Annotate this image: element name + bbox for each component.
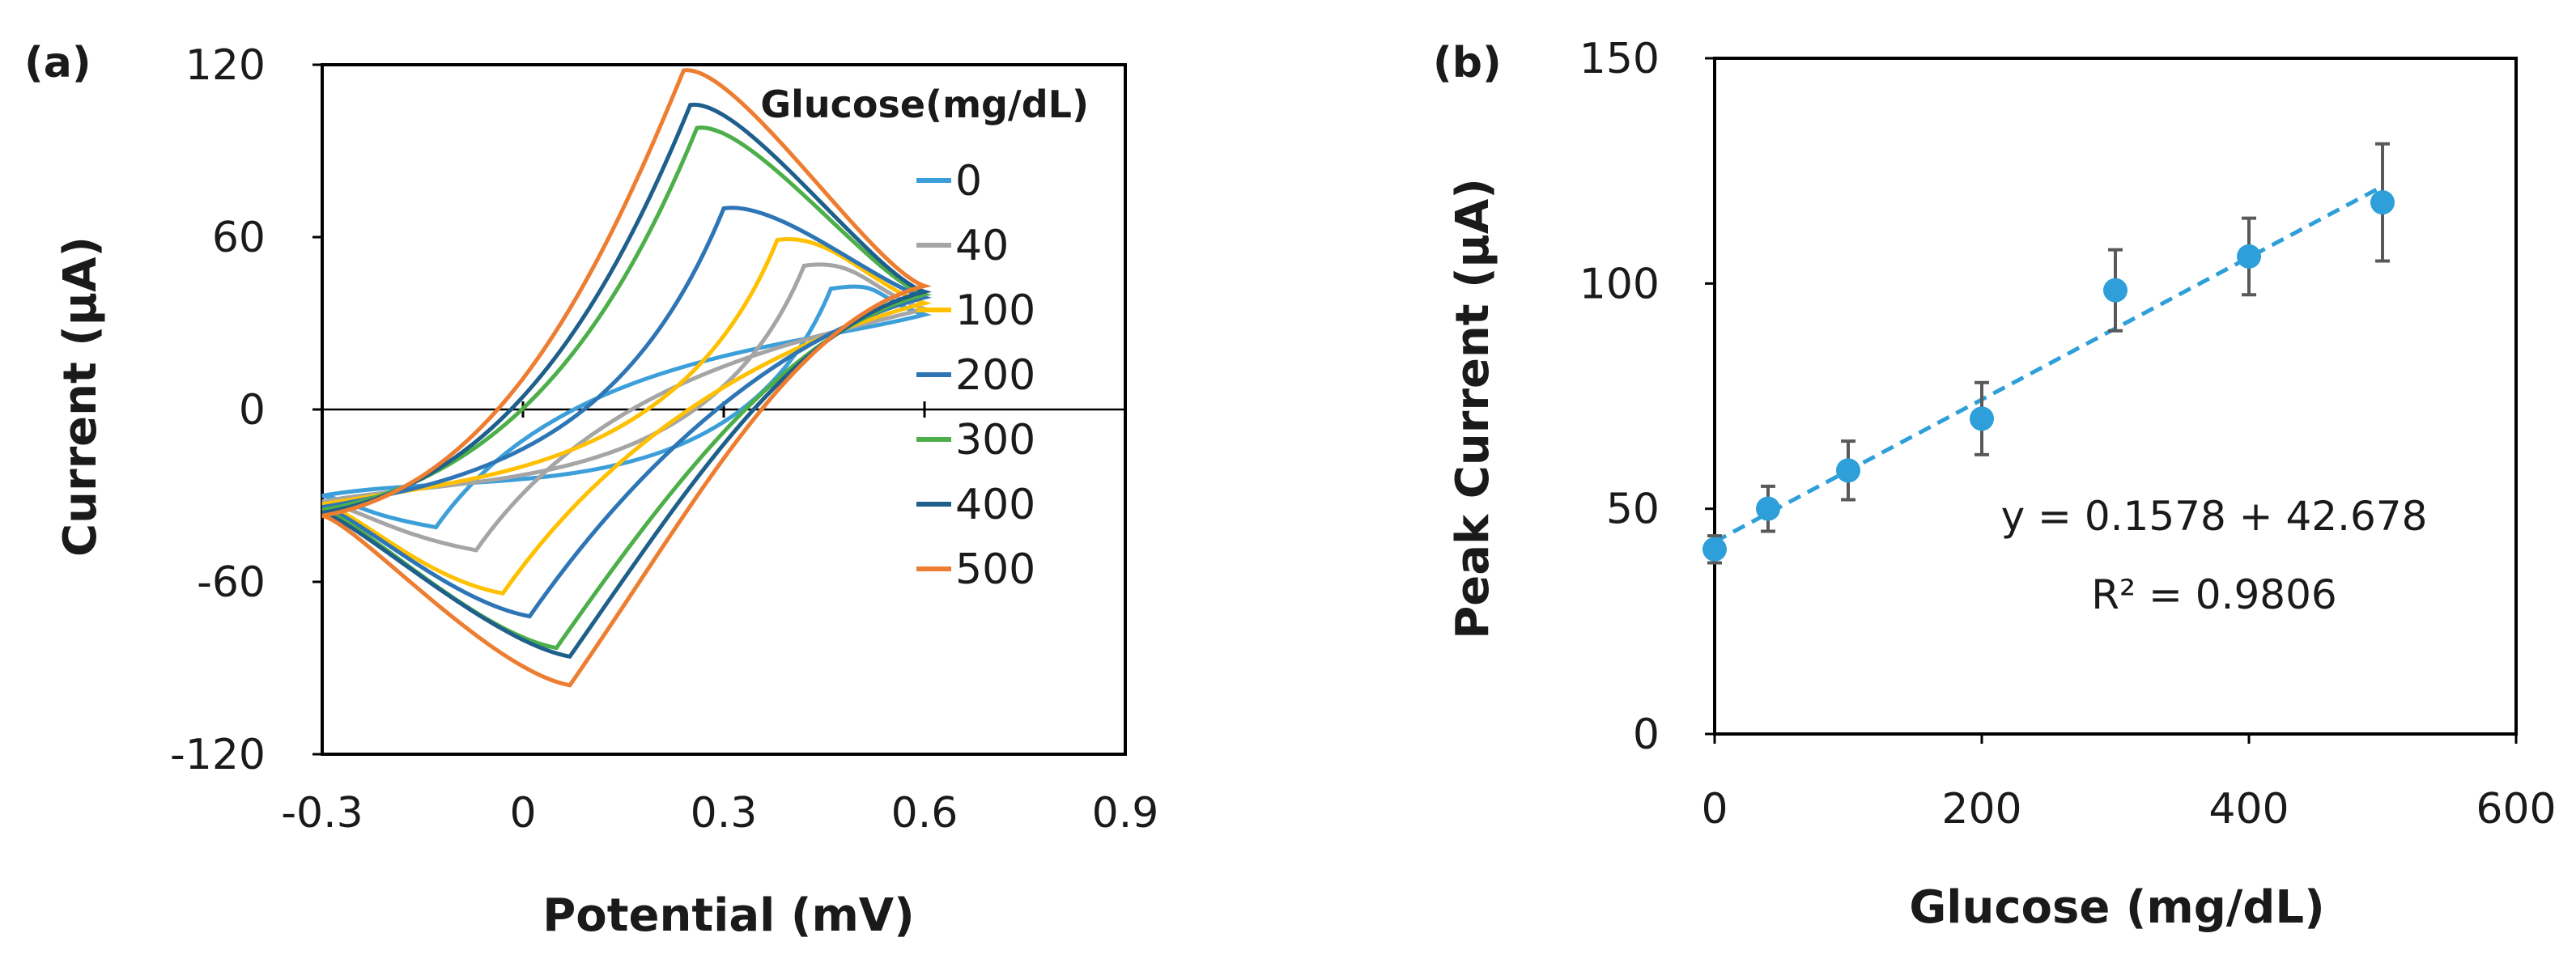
panel-a-curve-500	[321, 68, 932, 688]
panel-b-y-axis-title: Peak Current (μA)	[1447, 178, 1499, 639]
panel-a-x-tick-label: 0	[509, 789, 536, 838]
panel-a-legend-label-40: 40	[955, 222, 1009, 270]
panel-b-data-point	[2103, 278, 2128, 303]
panel-b-x-tick-label: 200	[1941, 785, 2021, 834]
panel-b-x-tick-label: 400	[2208, 785, 2289, 834]
panel-a-legend: 0 40 100 200 300 400 500	[916, 157, 1035, 594]
panel-a-legend-label-500: 500	[955, 545, 1035, 594]
panel-b-y-tick-label: 150	[1579, 35, 1660, 83]
panel-b-data-points	[1702, 142, 2395, 565]
panel-a-y-tick-label: 0	[239, 386, 266, 435]
panel-a-x-tick-label: 0.3	[691, 789, 758, 838]
panel-a-x-tick-label: 0.9	[1092, 789, 1159, 838]
panel-b-x-axis-title: Glucose (mg/dL)	[1909, 881, 2324, 934]
panel-a-legend-label-100: 100	[955, 286, 1035, 335]
panel-a-curve-200	[321, 206, 932, 619]
panel-a-curves	[321, 68, 932, 688]
panel-b-data-point	[1836, 458, 1860, 483]
panel-b-y-tick-label: 100	[1579, 260, 1660, 308]
panel-b-plot-frame	[1713, 57, 2518, 736]
panel-b-label: (b)	[1433, 39, 1502, 87]
panel-a-curve-400	[321, 103, 932, 660]
panel-a-curve-40	[321, 262, 932, 553]
panel-a-cyclic-voltammetry-chart: (a) -120 -60 0 60 120 -0.3 0 0.3 0.6 0.9 Potenti…	[24, 39, 1158, 942]
panel-b-peak-current-chart: (b) 0 50 100 150 0 200 400 600 y = 0.1578 + 42…	[1433, 35, 2557, 934]
panel-b-x-ticks: 0 200 400 600	[1701, 734, 2557, 834]
panel-a-curve-100	[321, 236, 932, 596]
panel-a-y-axis-title: Current (μA)	[54, 236, 107, 557]
panel-b-equation: y = 0.1578 + 42.678	[2001, 493, 2428, 540]
panel-b-r-squared: R² = 0.9806	[2091, 571, 2336, 618]
panel-b-data-point	[1970, 406, 1994, 431]
panel-b-y-tick-label: 0	[1633, 711, 1660, 759]
panel-a-x-ticks: -0.3 0 0.3 0.6 0.9	[281, 401, 1158, 838]
panel-a-y-tick-label: 120	[185, 41, 266, 90]
panel-a-y-tick-label: -120	[170, 731, 266, 779]
panel-b-x-tick-label: 600	[2476, 785, 2556, 834]
panel-a-y-tick-label: 60	[212, 214, 266, 262]
panel-a-legend-label-400: 400	[955, 481, 1035, 529]
panel-b-data-point	[2370, 190, 2395, 215]
panel-b-data-point	[1702, 537, 1727, 562]
panel-a-legend-title: Glucose(mg/dL)	[760, 83, 1089, 126]
panel-a-curve-0	[321, 284, 932, 530]
panel-a-legend-label-0: 0	[955, 157, 982, 206]
panel-b-trendline	[1713, 185, 2384, 544]
panel-b-y-ticks: 0 50 100 150	[1579, 35, 1715, 759]
panel-a-x-axis-title: Potential (mV)	[542, 889, 914, 942]
panel-b-data-point	[2237, 244, 2261, 269]
panel-a-y-ticks: -120 -60 0 60 120	[170, 41, 322, 779]
panel-a-legend-label-300: 300	[955, 416, 1035, 465]
panel-b-x-tick-label: 0	[1701, 785, 1728, 834]
panel-a-label: (a)	[24, 39, 91, 87]
panel-a-x-tick-label: -0.3	[281, 789, 363, 838]
panel-a-x-tick-label: 0.6	[891, 789, 959, 838]
panel-b-data-point	[1756, 496, 1780, 521]
panel-b-y-tick-label: 50	[1606, 486, 1660, 534]
panel-a-legend-label-200: 200	[955, 351, 1035, 400]
panel-a-y-tick-label: -60	[197, 558, 266, 607]
